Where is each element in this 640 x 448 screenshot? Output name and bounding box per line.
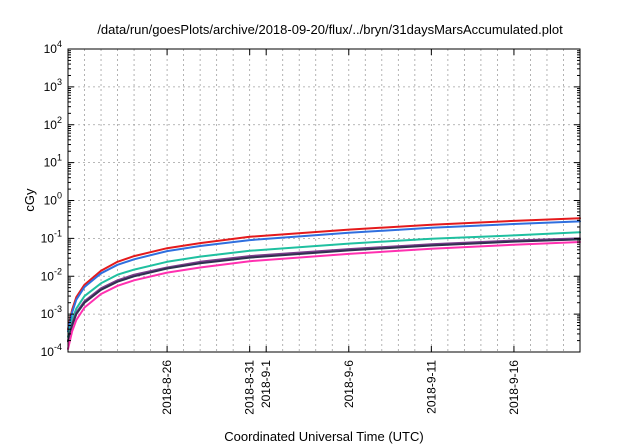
y-tick-label: 102 <box>44 115 62 132</box>
y-tick-label: 103 <box>44 77 62 94</box>
chart-title: /data/run/goesPlots/archive/2018-09-20/f… <box>97 22 563 37</box>
y-tick-label: 101 <box>44 153 62 170</box>
series-line <box>67 231 581 338</box>
series-line <box>67 220 581 333</box>
y-tick-label: 10-1 <box>41 228 62 245</box>
x-axis-label: Coordinated Universal Time (UTC) <box>224 429 423 444</box>
x-tick-label: 2018-9-1 <box>259 360 273 408</box>
x-tick-label: 2018-9-16 <box>507 360 521 415</box>
series-group <box>67 217 581 350</box>
y-tick-label: 104 <box>44 39 62 56</box>
grid <box>68 49 580 352</box>
y-axis: 10-4 10-3 10-2 10-1 100 101 102 103 104 <box>41 39 580 359</box>
series-line <box>67 241 581 350</box>
y-tick-label: 10-2 <box>41 266 62 283</box>
x-tick-label: 2018-9-11 <box>424 360 438 414</box>
y-axis-label: cGy <box>22 188 37 212</box>
x-tick-label: 2018-8-31 <box>243 360 257 415</box>
x-tick-label: 2018-8-26 <box>160 360 174 415</box>
x-tick-label: 2018-9-6 <box>342 360 356 408</box>
series-line <box>67 217 581 331</box>
y-tick-label: 10-3 <box>41 304 62 321</box>
x-axis: 2018-8-26 2018-8-31 2018-9-1 2018-9-6 2018-9… <box>160 49 521 415</box>
y-tick-label: 10-4 <box>41 342 62 359</box>
y-tick-label: 100 <box>44 191 62 208</box>
series-line <box>67 238 581 343</box>
